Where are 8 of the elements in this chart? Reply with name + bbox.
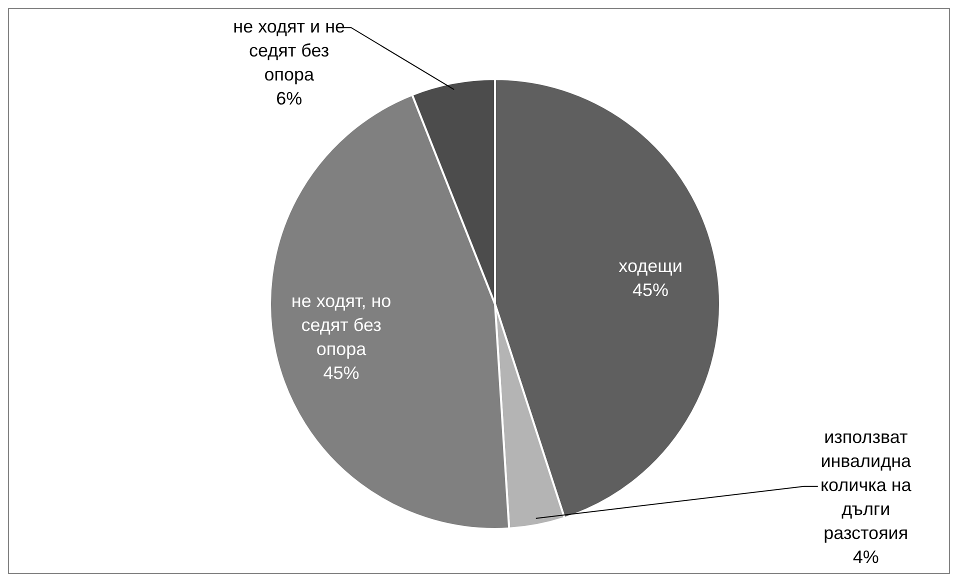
slice-label: не ходят и не седят без опора — [233, 16, 346, 84]
data-label: 4% — [852, 547, 879, 568]
data-label: 45% — [632, 280, 669, 300]
data-label: 6% — [276, 88, 302, 108]
slice-label: използват инвалидна количка на дълги разстояия — [820, 427, 912, 544]
data-label: 45% — [323, 363, 360, 384]
slice-label: не ходят, но седят без опора — [291, 291, 392, 360]
slice-label: ходещи — [618, 256, 682, 276]
